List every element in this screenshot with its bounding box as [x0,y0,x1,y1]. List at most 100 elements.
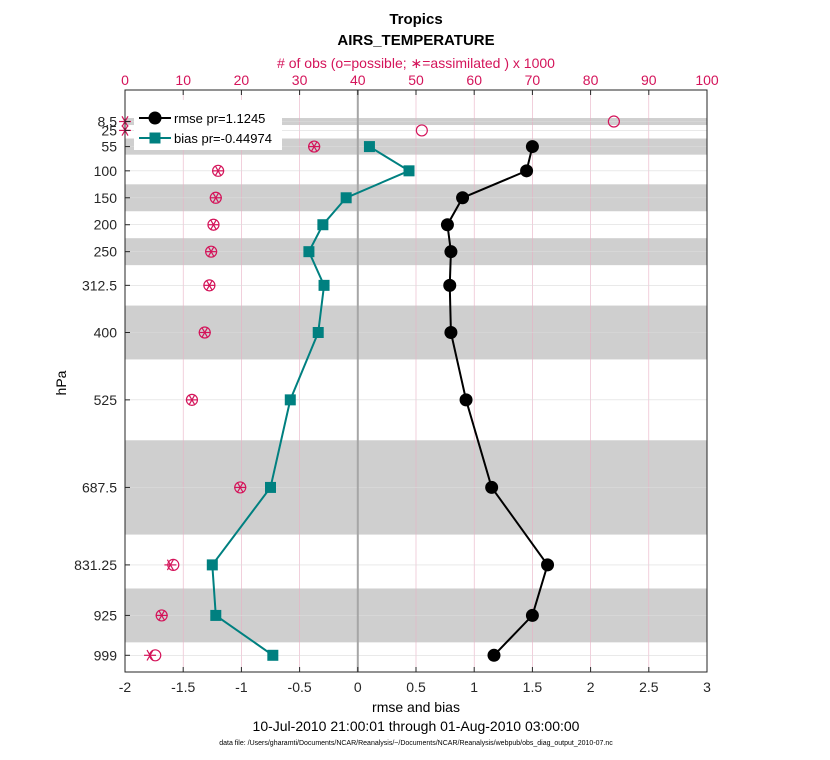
x-tick-label: 0.5 [406,679,426,695]
top-tick-label: 80 [583,72,599,88]
asterisk-stroke [236,481,244,493]
asterisk-stroke [188,394,196,406]
obs-possible-marker [415,124,428,137]
obs-possible-marker [607,115,620,128]
obs-assimilated-marker [308,141,321,153]
rmse-marker [443,278,457,292]
obs-layer [119,115,620,662]
y-tick-label: 55 [101,139,117,155]
series-line [446,146,549,656]
asterisk-stroke [201,327,209,338]
rmse-marker [444,245,458,259]
y-tick-label: 25 [101,122,117,138]
top-axis: 0 10 20 30 40 50 60 70 80 90 100 [121,72,719,95]
legend-marker [148,111,162,125]
chart-title: Tropics [389,11,442,28]
legend: rmse pr=1.1245 bias pr=-0.44974 [134,100,282,150]
y-tick-label: 999 [94,647,118,663]
bottom-axis: -2 -1.5 -1 -0.5 0 0.5 1 1.5 2 2.5 3 [119,667,711,695]
top-tick-label: 20 [234,72,250,88]
obs-assimilated-marker [205,246,218,258]
obs-assimilated-marker [212,165,225,177]
x-tick-label: 0 [354,679,362,695]
data-file-note: data file: /Users/gharamti/Documents/NCA… [219,740,613,747]
x-tick-label: 2.5 [639,679,659,695]
top-tick-label: 50 [408,72,424,88]
bias-marker [210,609,222,621]
rmse-marker [525,608,539,622]
obs-assimilated-marker [164,559,177,571]
obs-assimilated-marker [203,279,216,291]
rmse-marker [525,140,539,154]
bias-marker [318,279,330,291]
obs-assimilated-marker [198,327,211,338]
bias-marker [265,481,276,493]
y-axis-label: hPa [53,370,69,395]
top-tick-label: 100 [695,72,719,88]
y-tick-label: 250 [94,244,118,260]
bias-marker [284,394,296,406]
series-line [211,145,412,657]
rmse-marker [520,164,534,178]
y-tick-label: 925 [94,607,118,623]
top-tick-label: 90 [641,72,657,88]
bias-marker [403,165,415,177]
asterisk-stroke [214,165,222,177]
asterisk-stroke [205,279,213,291]
x-tick-label: 1 [470,679,478,695]
top-axis-label: # of obs (o=possible; ∗=assimilated ) x … [277,55,555,71]
x-tick-label: 3 [703,679,711,695]
asterisk-stroke [212,192,220,204]
rmse-marker [485,480,499,494]
rmse-marker [487,648,501,662]
y-tick-label: 8.5 [98,114,118,130]
top-tick-label: 10 [175,72,191,88]
chart-subtitle: AIRS_TEMPERATURE [337,32,494,49]
y-tick-label: 312.5 [82,277,117,293]
bias-marker [363,141,375,153]
asterisk-stroke [207,246,215,258]
x-tick-label: 1.5 [523,679,543,695]
obs-assimilated-marker [144,649,157,661]
obs-assimilated-marker [185,394,198,406]
y-tick-label: 687.5 [82,479,117,495]
asterisk-stroke [146,649,154,661]
vertical-grid [124,90,708,672]
rmse-marker [444,326,458,339]
rmse-marker [456,191,470,205]
series-layer [206,140,555,662]
asterisk-stroke [166,559,174,571]
rmse-marker [440,218,454,232]
top-tick-label: 0 [121,72,129,88]
y-tick-label: 200 [94,217,118,233]
bias-marker [267,649,279,661]
asterisk-stroke [310,141,318,153]
bias-marker [303,246,315,258]
x-tick-label: -2 [119,679,132,695]
bias-marker [206,559,218,571]
rmse-marker [459,393,473,407]
obs-assimilated-marker [155,609,168,621]
x-tick-label: -1 [235,679,248,695]
rmse-marker [541,558,555,572]
y-tick-label: 400 [94,325,118,341]
y-tick-label: 150 [94,190,118,206]
bias-marker [317,219,329,231]
date-range: 10-Jul-2010 21:00:01 through 01-Aug-2010… [253,718,580,734]
x-tick-label: -0.5 [288,679,312,695]
y-tick-label: 100 [94,163,118,179]
bias-marker [340,192,352,204]
obs-assimilated-marker [234,481,247,493]
x-tick-label: 2 [587,679,595,695]
bias-marker [312,327,324,338]
top-tick-label: 70 [525,72,541,88]
y-tick-label: 525 [94,392,118,408]
asterisk-stroke [158,609,166,621]
obs-assimilated-marker [209,192,222,204]
obs-assimilated-marker [207,219,220,231]
x-axis-label: rmse and bias [372,699,460,715]
legend-marker [149,132,161,144]
y-tick-label: 831.25 [74,557,117,573]
x-tick-label: -1.5 [171,679,195,695]
